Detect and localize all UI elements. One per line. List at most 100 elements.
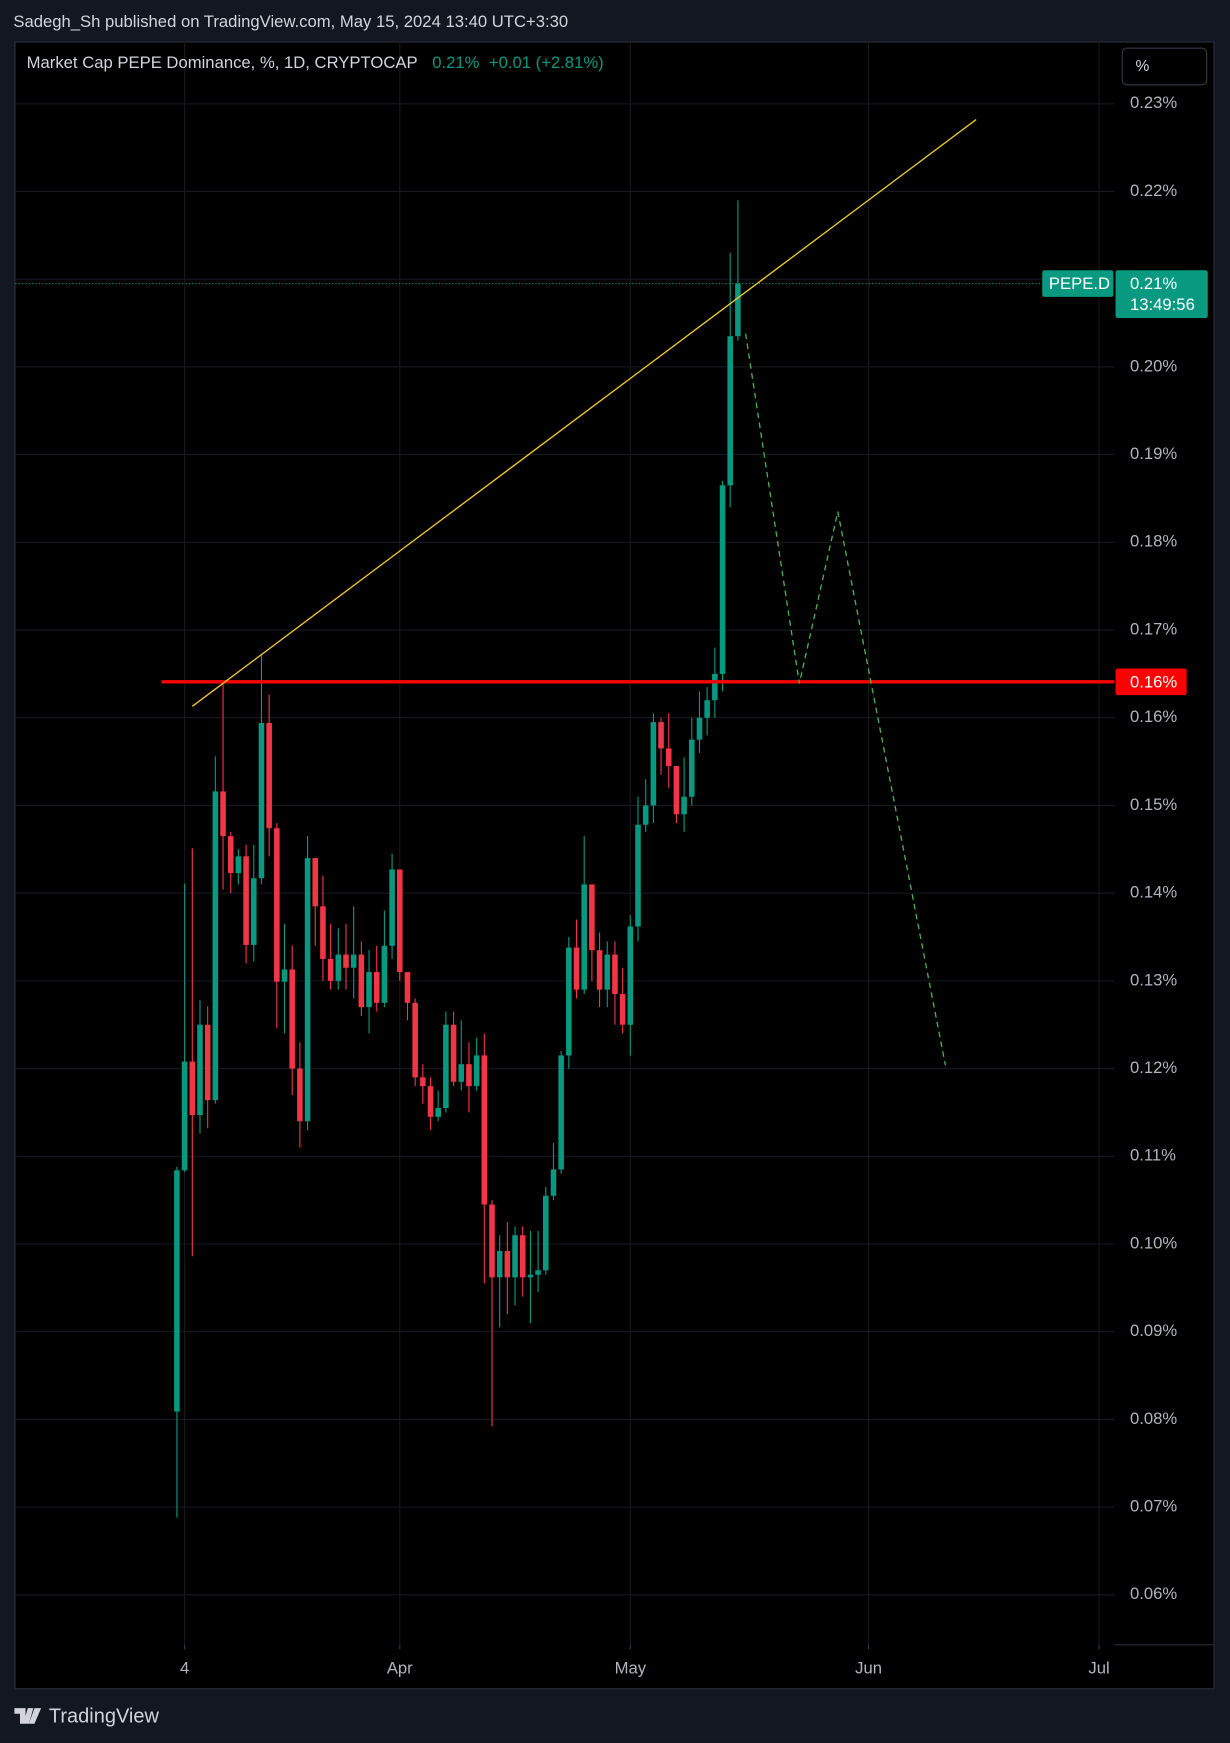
candle-body — [473, 1055, 480, 1087]
candle-body — [235, 856, 242, 873]
candle-body — [397, 869, 403, 973]
candle-body — [650, 722, 657, 806]
candle-body — [197, 1024, 203, 1116]
candle-body — [519, 1235, 526, 1278]
candle-body — [350, 954, 357, 968]
candle-body — [343, 954, 349, 968]
scale-button-label[interactable]: % — [1136, 58, 1150, 75]
x-tick-label: Jul — [1088, 1659, 1109, 1678]
last-value: 0.21% — [432, 53, 479, 72]
candle-body — [512, 1235, 518, 1278]
candle-body — [727, 336, 733, 486]
candle-body — [627, 926, 634, 1025]
candle-body — [435, 1108, 441, 1117]
candle-body — [596, 950, 603, 990]
candle-body — [635, 824, 641, 927]
y-tick-label: 0.08% — [1130, 1409, 1177, 1428]
candle-body — [427, 1086, 434, 1117]
candle-body — [704, 700, 710, 718]
symbol-box — [1042, 270, 1114, 297]
brand: TradingView — [49, 1705, 160, 1727]
candle-body — [712, 673, 718, 701]
candle-body — [281, 969, 288, 982]
candle-body — [274, 828, 280, 982]
candle-body — [696, 717, 703, 740]
candle-body — [404, 972, 411, 1003]
countdown: 13:49:56 — [1130, 295, 1195, 314]
candle-body — [297, 1068, 303, 1122]
y-tick-label: 0.06% — [1130, 1584, 1177, 1603]
candle-body — [535, 1270, 541, 1275]
publisher: Sadegh_Sh published on TradingView.com, … — [13, 12, 568, 31]
candle-body — [443, 1024, 449, 1109]
candle-body — [381, 945, 388, 1003]
candle-body — [558, 1055, 564, 1170]
candle-body — [189, 1061, 196, 1116]
scale-button[interactable] — [1121, 47, 1208, 86]
y-tick-label: 0.22% — [1130, 181, 1177, 200]
y-tick-label: 0.11% — [1130, 1146, 1176, 1165]
candle-body — [489, 1204, 495, 1278]
candle-body — [642, 805, 649, 825]
candle-body — [258, 723, 265, 879]
candle-body — [689, 739, 695, 797]
candle-body — [389, 869, 395, 946]
y-tick-label: 0.10% — [1130, 1233, 1177, 1252]
y-tick-label: 0.18% — [1130, 532, 1177, 551]
candle-body — [604, 954, 611, 990]
candle-body — [681, 796, 687, 815]
candle-body — [450, 1024, 457, 1082]
chart-title: Market Cap PEPE Dominance, %, 1D, CRYPTO… — [27, 53, 418, 72]
y-tick-label: 0.07% — [1130, 1497, 1177, 1516]
candle-body — [250, 878, 257, 945]
y-tick-label: 0.23% — [1130, 93, 1177, 112]
symbol-label: PEPE.D — [1049, 274, 1110, 293]
candle-body — [412, 1002, 418, 1078]
brand-logo — [14, 1708, 42, 1724]
candle-body — [673, 765, 680, 815]
candle-body — [320, 906, 326, 959]
candle-body — [566, 947, 572, 1056]
last-price-box — [1115, 270, 1208, 319]
x-tick-label: Apr — [387, 1659, 413, 1678]
candle-body — [266, 723, 272, 829]
y-tick-label: 0.17% — [1130, 619, 1177, 638]
projection — [744, 333, 947, 1066]
candle-body — [496, 1251, 503, 1278]
candle-body — [466, 1064, 472, 1087]
trendline — [191, 119, 977, 707]
y-tick-label: 0.20% — [1130, 356, 1177, 375]
candle-body — [335, 954, 342, 981]
candle-body — [543, 1195, 549, 1271]
candle-body — [420, 1077, 426, 1087]
change: +0.01 (+2.81%) — [489, 53, 604, 72]
y-tick-label: 0.14% — [1130, 883, 1177, 902]
candle-body — [589, 884, 595, 951]
candle-body — [312, 858, 319, 907]
candle-body — [504, 1251, 511, 1278]
level-label: 0.16% — [1130, 672, 1177, 691]
candle-body — [481, 1055, 488, 1205]
candle-body — [458, 1064, 465, 1082]
candle-body — [327, 958, 334, 981]
candle-body — [527, 1274, 534, 1278]
candle-body — [665, 748, 672, 766]
chart-frame — [14, 41, 1215, 1690]
candle-body — [304, 858, 311, 1122]
x-tick-label: May — [615, 1659, 647, 1678]
candle-body — [366, 972, 372, 1008]
candle-body — [212, 791, 219, 1101]
candle-body — [581, 884, 587, 990]
level-label-box — [1115, 668, 1187, 696]
candle-body — [550, 1169, 557, 1196]
candle-body — [658, 722, 664, 749]
candle-body — [735, 283, 741, 337]
plot: 0.06% 0.07% 0.08% 0.09% 0.10% 0.11% 0.12% 0.13%… — [15, 41, 1208, 1678]
candle-body — [573, 947, 580, 990]
candle-body — [181, 1061, 188, 1171]
candle-body — [289, 969, 295, 1069]
y-tick-label: 0.15% — [1130, 795, 1177, 814]
y-tick-label: 0.13% — [1130, 970, 1177, 989]
candle-body — [358, 954, 365, 1008]
